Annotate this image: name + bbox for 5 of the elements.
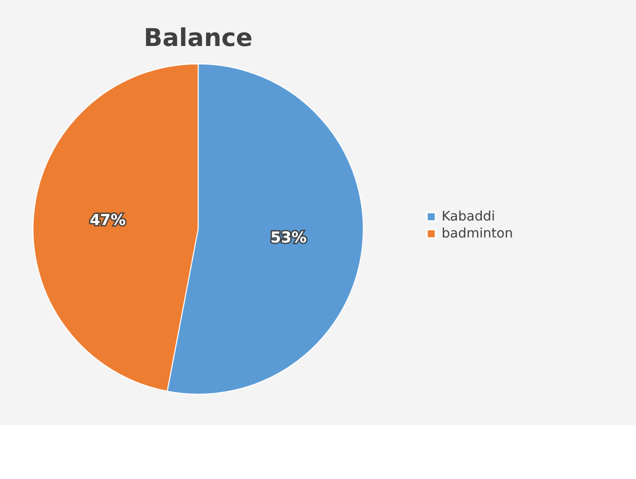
legend-label: badminton	[442, 226, 513, 242]
data-label: 47%	[90, 211, 126, 230]
legend-label: Kabaddi	[442, 210, 496, 225]
chart-title: Balance	[144, 22, 253, 52]
data-label: 53%	[270, 228, 307, 246]
